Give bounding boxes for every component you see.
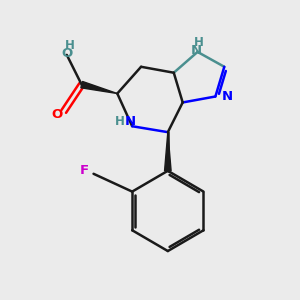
Text: O: O xyxy=(52,108,63,121)
Text: N: N xyxy=(125,115,136,128)
Polygon shape xyxy=(81,81,117,94)
Text: H: H xyxy=(115,115,124,128)
Text: H: H xyxy=(194,36,204,49)
Text: F: F xyxy=(80,164,89,177)
Text: N: N xyxy=(222,90,233,103)
Polygon shape xyxy=(165,132,171,171)
Text: H: H xyxy=(65,39,75,52)
Text: O: O xyxy=(61,47,72,60)
Text: N: N xyxy=(190,44,202,57)
